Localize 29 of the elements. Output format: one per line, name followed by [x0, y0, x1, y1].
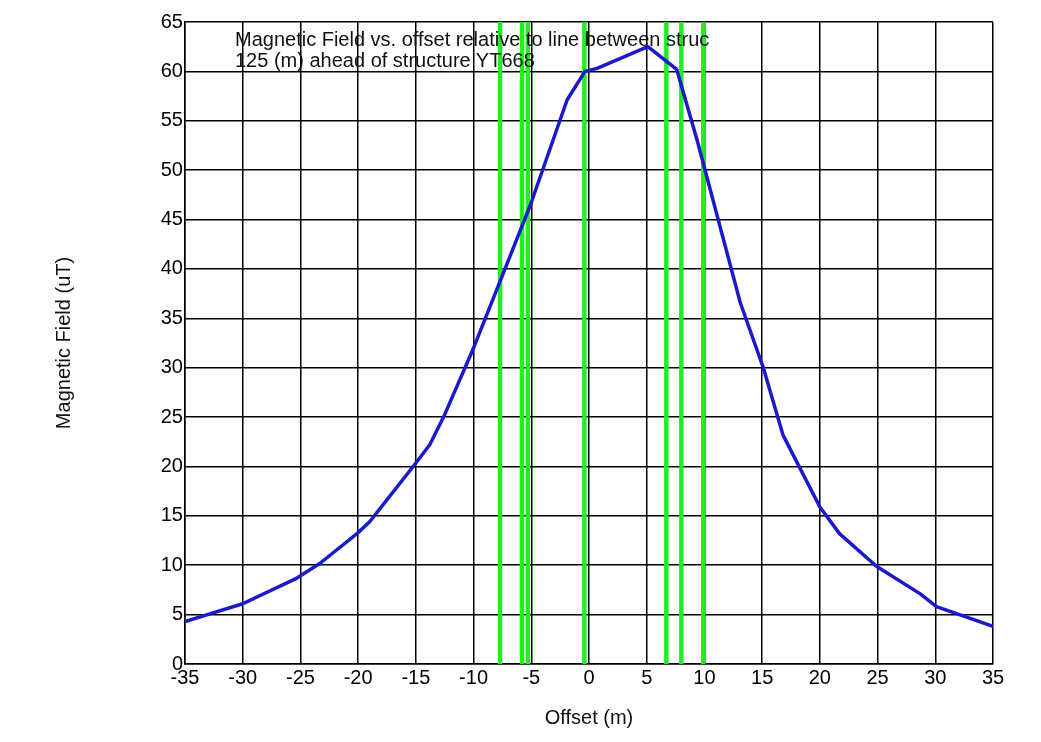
y-tick-label: 10: [160, 552, 183, 575]
y-tick-label: 45: [160, 207, 183, 230]
x-tick-label: 20: [808, 665, 831, 688]
y-tick-label: 5: [171, 602, 183, 625]
y-tick-label: 65: [160, 9, 183, 32]
x-tick-label: 15: [751, 665, 774, 688]
x-tick-label: 5: [641, 665, 653, 688]
x-tick-label: 10: [693, 665, 716, 688]
y-tick-label: 25: [160, 404, 183, 427]
x-tick-label: -5: [522, 665, 541, 688]
x-tick-label: -20: [343, 665, 373, 688]
x-axis-title: Offset (m): [544, 705, 634, 728]
x-tick-label: -25: [285, 665, 315, 688]
y-tick-label: 20: [160, 453, 183, 476]
x-tick-label: 0: [583, 665, 595, 688]
y-tick-label: 30: [160, 355, 183, 378]
x-tick-label: -15: [401, 665, 431, 688]
y-tick-label: 15: [160, 503, 183, 526]
x-tick-label: -30: [228, 665, 258, 688]
y-tick-label: 40: [160, 256, 183, 279]
x-tick-label: 35: [981, 665, 1005, 688]
x-tick-label: -10: [459, 665, 489, 688]
x-tick-label: 25: [866, 665, 889, 688]
y-axis-title: Magnetic Field (uT): [51, 256, 74, 430]
y-tick-label: 35: [160, 305, 183, 328]
x-tick-label: 30: [924, 665, 947, 688]
y-tick-label: 60: [160, 58, 183, 81]
y-tick-label: 55: [160, 108, 183, 131]
y-tick-label: 50: [160, 157, 183, 180]
